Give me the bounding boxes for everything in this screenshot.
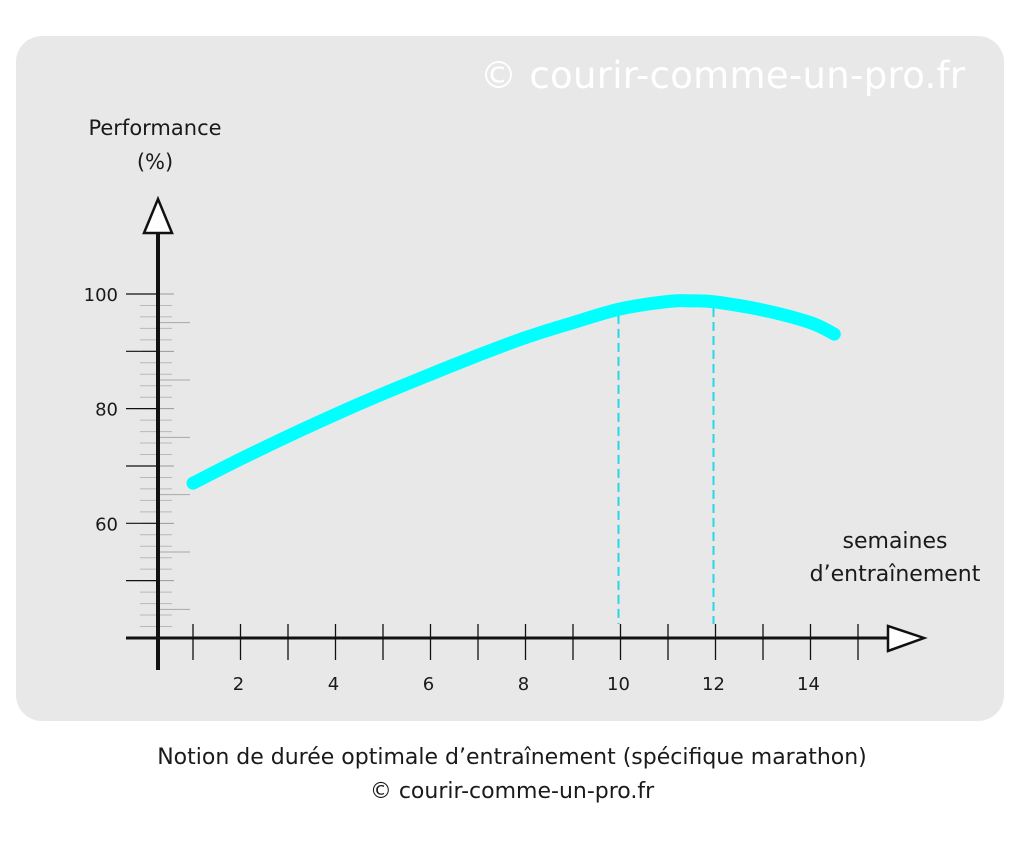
x-axis-arrow (886, 624, 928, 653)
watermark: © courir-comme-un-pro.fr (480, 54, 966, 97)
chart-panel (16, 36, 1004, 721)
performance-curve (186, 294, 841, 490)
x-tick-label: 14 (797, 674, 820, 695)
x-tick-label: 2 (233, 674, 244, 695)
y-tick-label: 60 (95, 514, 118, 535)
x-axis-label-line2: d’entraînement (809, 562, 981, 587)
caption-copyright: © courir-comme-un-pro.fr (369, 779, 655, 804)
x-tick-label: 8 (518, 674, 529, 695)
x-tick-label: 10 (607, 674, 630, 695)
y-axis-label-line1: Performance (88, 116, 222, 140)
y-axis-label-line2: (%) (136, 150, 174, 174)
y-tick-label: 100 (84, 285, 118, 306)
y-axis-arrow (142, 195, 174, 235)
caption-title: Notion de durée optimale d’entraînement … (157, 745, 867, 770)
x-tick-label: 12 (702, 674, 725, 695)
x-tick-label: 4 (328, 674, 339, 695)
x-tick-label: 6 (423, 674, 434, 695)
x-axis-label-line1: semaines (842, 529, 948, 554)
y-tick-label: 80 (95, 400, 118, 421)
